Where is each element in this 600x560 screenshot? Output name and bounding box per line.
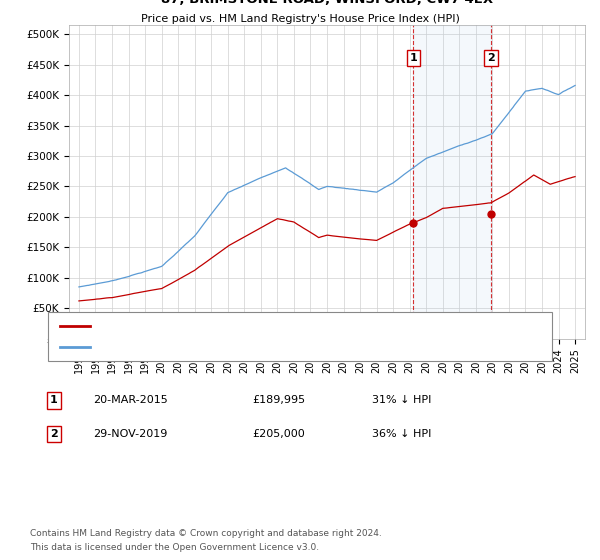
Text: 2: 2 xyxy=(50,429,58,439)
Text: 36% ↓ HPI: 36% ↓ HPI xyxy=(372,429,431,439)
Title: 87, BRIMSTONE ROAD, WINSFORD, CW7 4EX: 87, BRIMSTONE ROAD, WINSFORD, CW7 4EX xyxy=(161,0,493,6)
Text: 87, BRIMSTONE ROAD, WINSFORD, CW7 4EX (detached house): 87, BRIMSTONE ROAD, WINSFORD, CW7 4EX (d… xyxy=(93,321,421,331)
Text: Price paid vs. HM Land Registry's House Price Index (HPI): Price paid vs. HM Land Registry's House … xyxy=(140,14,460,24)
Text: 29-NOV-2019: 29-NOV-2019 xyxy=(93,429,167,439)
Text: Contains HM Land Registry data © Crown copyright and database right 2024.: Contains HM Land Registry data © Crown c… xyxy=(30,529,382,538)
Bar xyxy=(413,25,491,339)
Text: £189,995: £189,995 xyxy=(252,395,305,405)
Text: 31% ↓ HPI: 31% ↓ HPI xyxy=(372,395,431,405)
Text: 1: 1 xyxy=(50,395,58,405)
Text: £205,000: £205,000 xyxy=(252,429,305,439)
Text: HPI: Average price, detached house, Cheshire West and Chester: HPI: Average price, detached house, Ches… xyxy=(93,342,428,352)
Text: This data is licensed under the Open Government Licence v3.0.: This data is licensed under the Open Gov… xyxy=(30,543,319,552)
Text: 2: 2 xyxy=(487,53,495,63)
Text: 20-MAR-2015: 20-MAR-2015 xyxy=(93,395,168,405)
Text: 1: 1 xyxy=(409,53,417,63)
